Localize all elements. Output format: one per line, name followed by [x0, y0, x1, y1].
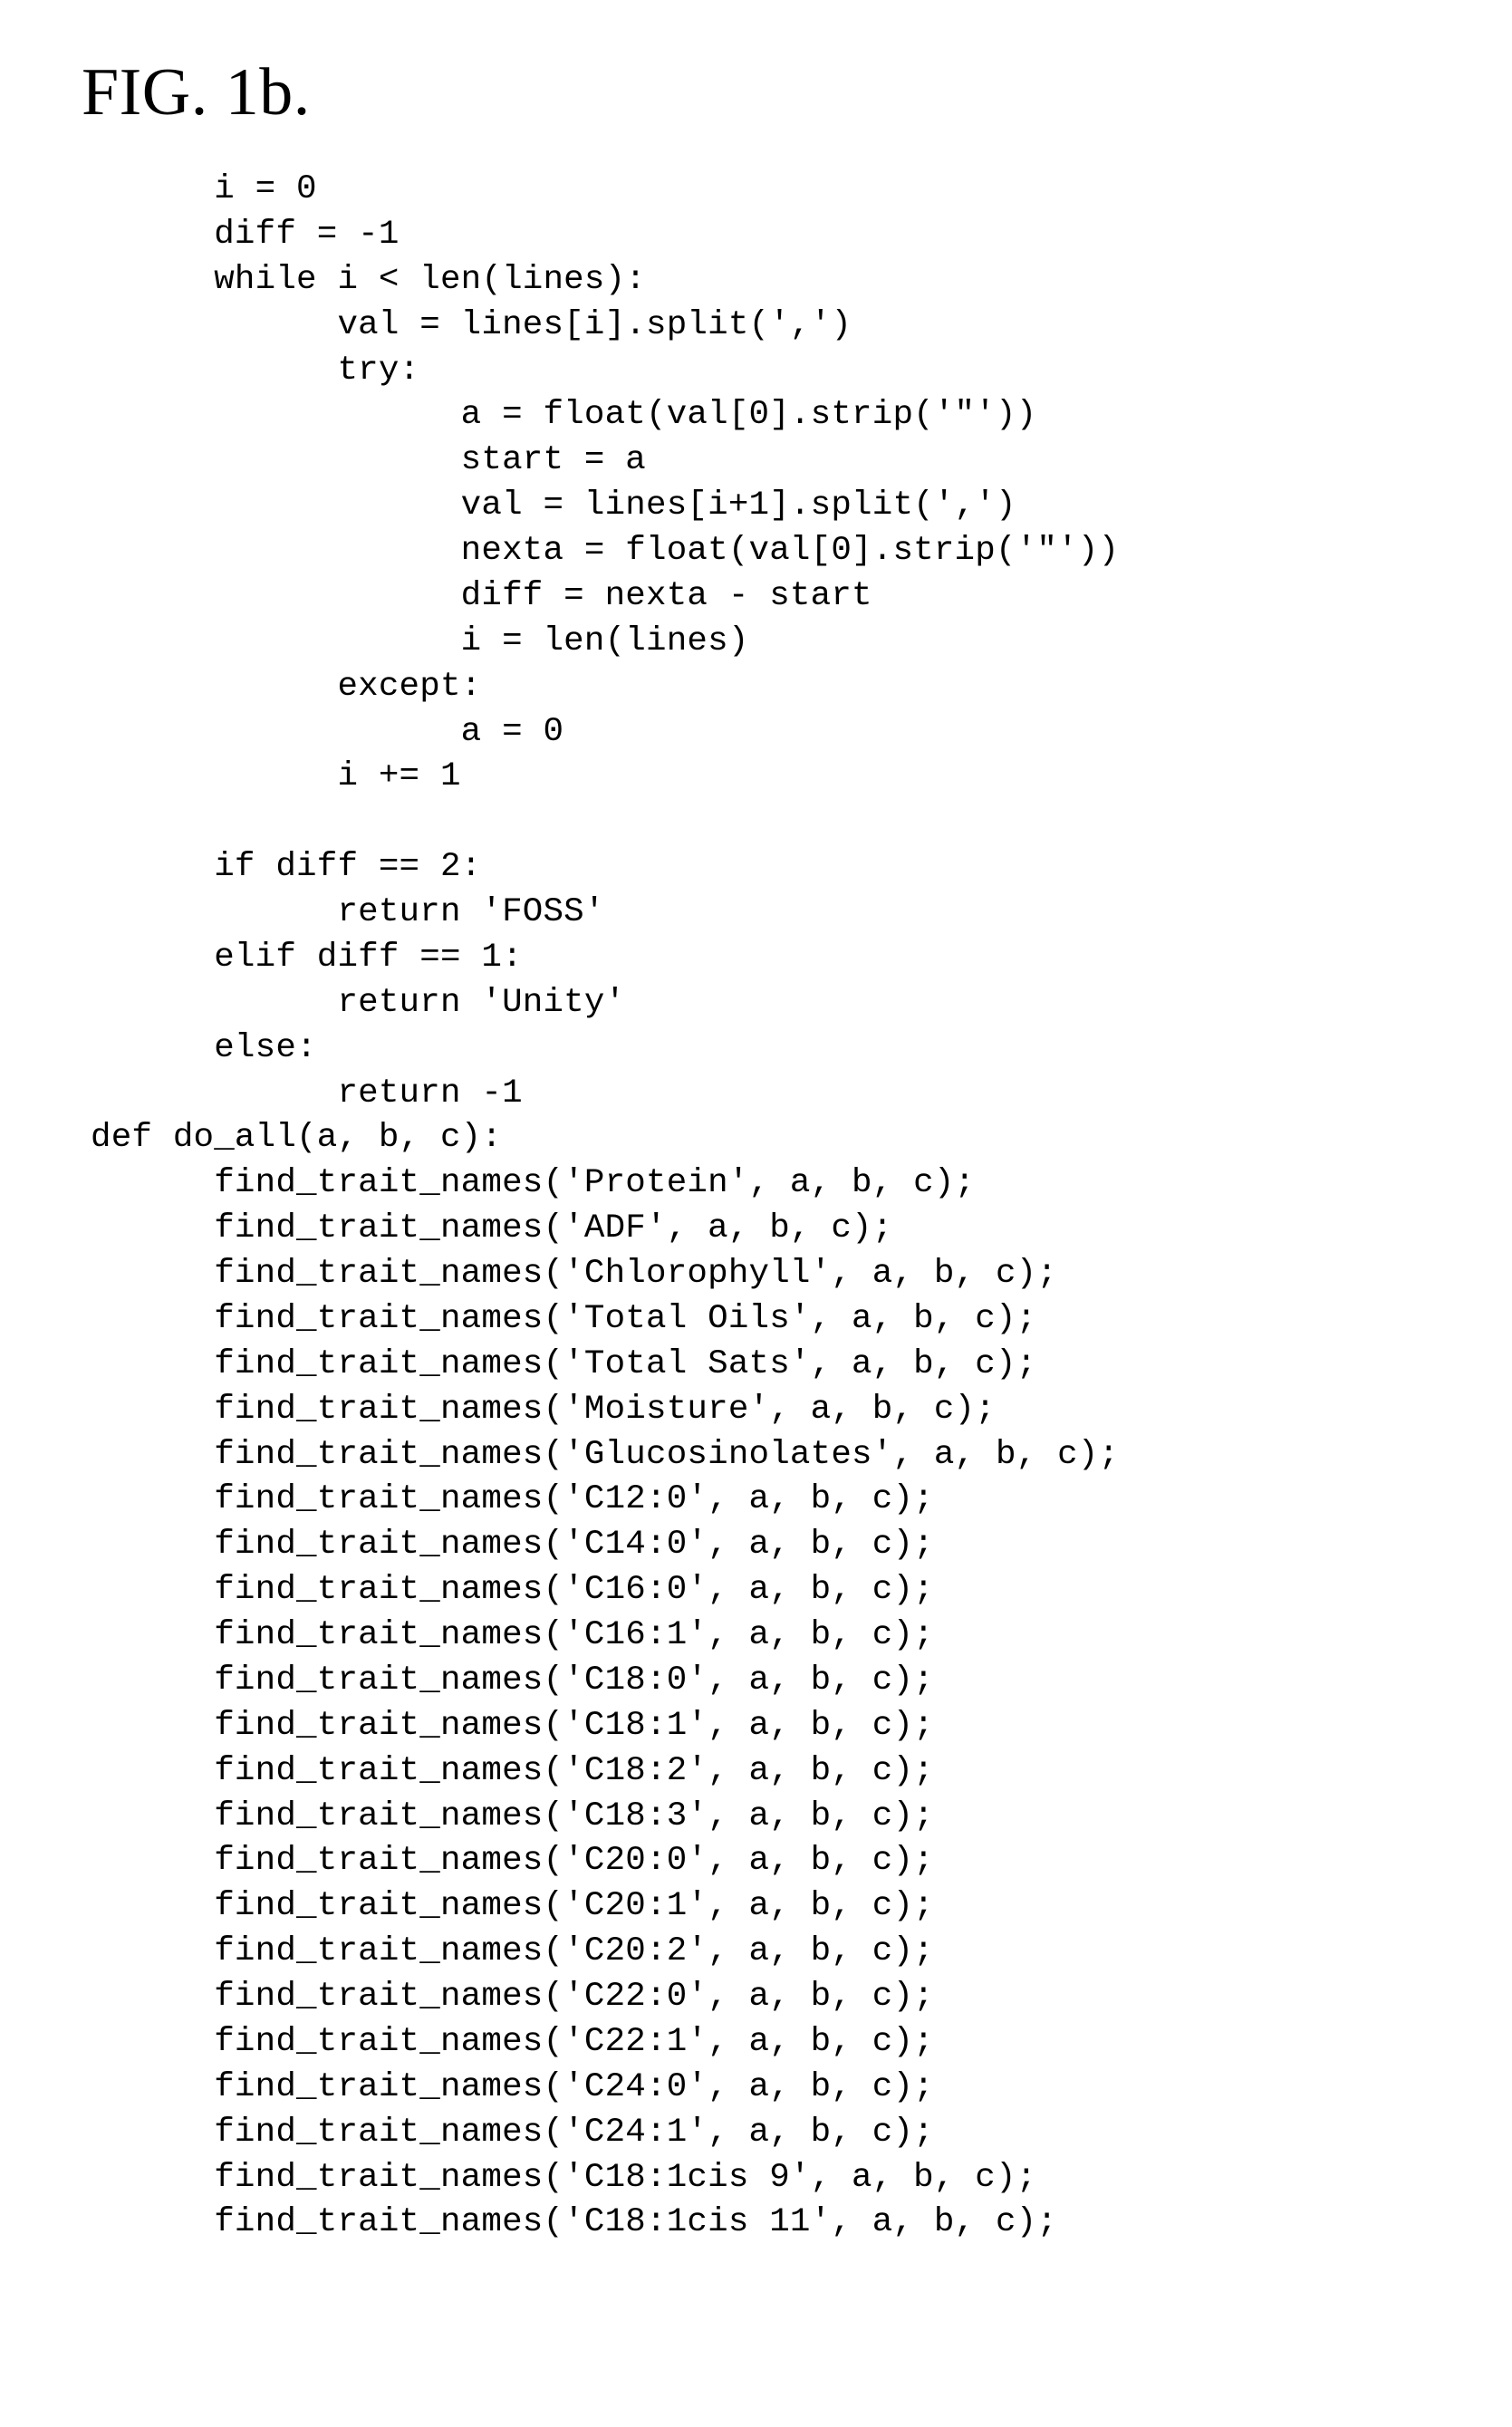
code-listing: i = 0 diff = -1 while i < len(lines): va… [91, 168, 1440, 2246]
figure-title: FIG. 1b. [82, 54, 1440, 131]
document-page: FIG. 1b. i = 0 diff = -1 while i < len(l… [0, 0, 1512, 2427]
